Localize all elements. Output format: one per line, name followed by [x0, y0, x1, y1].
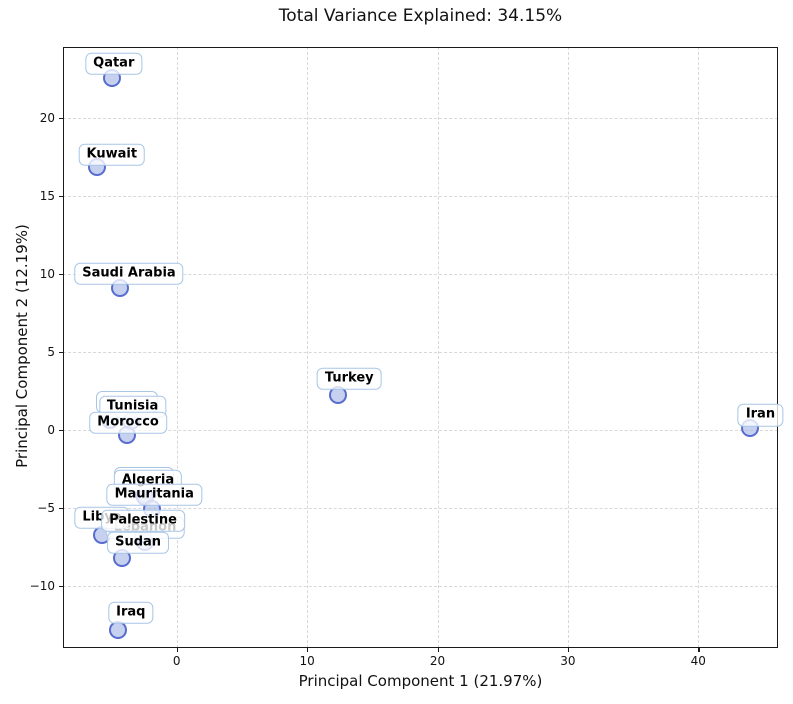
y-gridline: [63, 430, 778, 432]
x-gridline: [307, 47, 309, 648]
y-gridline: [63, 352, 778, 354]
y-tick-mark: [59, 117, 63, 120]
label-morocco: Morocco: [89, 411, 167, 435]
x-gridline: [176, 47, 178, 648]
y-tick-mark: [59, 352, 63, 354]
y-tick-mark: [59, 586, 63, 588]
x-tick-mark: [437, 648, 439, 652]
label-sudan: Sudan: [107, 531, 170, 554]
y-gridline: [63, 508, 778, 510]
label-saudi-arabia: Saudi Arabia: [74, 262, 184, 286]
x-tick-label: 40: [690, 654, 706, 668]
x-tick-mark: [698, 648, 700, 652]
x-tick-mark: [567, 648, 570, 652]
x-gridline: [698, 47, 700, 648]
y-tick-mark: [59, 196, 63, 198]
label-turkey: Turkey: [316, 367, 382, 391]
label-iran: Iran: [737, 404, 784, 427]
y-tick-label: 5: [47, 345, 55, 360]
y-tick-label: −5: [37, 501, 55, 516]
y-tick-label: −10: [29, 579, 55, 594]
y-tick-mark: [59, 430, 63, 432]
y-tick-mark: [59, 274, 63, 276]
label-palestine: Palestine: [101, 509, 185, 532]
label-mauritania: Mauritania: [106, 483, 202, 507]
y-tick-label: 20: [39, 110, 55, 125]
y-gridline: [63, 117, 778, 119]
x-tick-label: 0: [172, 654, 181, 668]
plot-area-border: [63, 47, 778, 648]
x-tick-mark: [176, 648, 178, 652]
y-gridline: [63, 274, 778, 275]
y-tick-label: 10: [39, 267, 55, 281]
x-tick-label: 10: [299, 654, 315, 668]
y-tick-label: 15: [39, 189, 55, 203]
marker-iraq: [109, 621, 128, 640]
y-tick-label: 0: [47, 423, 55, 438]
x-tick-mark: [307, 648, 309, 652]
y-gridline: [63, 586, 778, 588]
label-iraq: Iraq: [108, 601, 154, 624]
x-tick-label: 30: [560, 654, 576, 668]
x-axis-label: Principal Component 1 (21.97%): [298, 672, 543, 690]
label-qatar: Qatar: [85, 52, 143, 76]
x-gridline: [567, 47, 569, 648]
x-gridline: [437, 47, 439, 648]
chart-title: Total Variance Explained: 34.15%: [278, 6, 563, 26]
y-axis-label: Principal Component 2 (12.19%): [13, 224, 31, 468]
label-kuwait: Kuwait: [78, 143, 146, 166]
y-gridline: [63, 196, 778, 197]
x-tick-label: 20: [429, 654, 446, 668]
y-tick-mark: [59, 508, 63, 510]
